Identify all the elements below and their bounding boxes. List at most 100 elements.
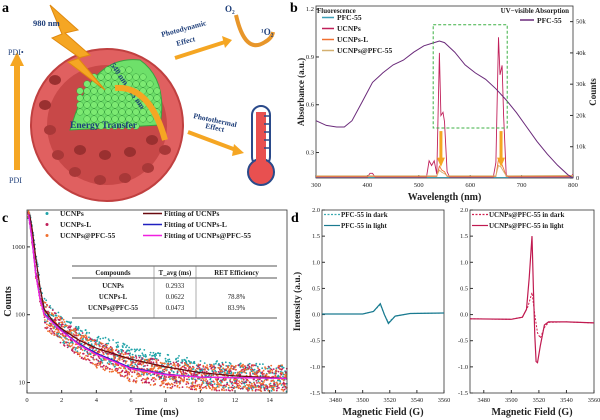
data-point (213, 368, 216, 370)
data-point (270, 364, 273, 367)
core-nanoparticle (132, 115, 140, 123)
x-tick-label: 6 (129, 397, 133, 404)
data-point (174, 384, 176, 387)
pore (94, 175, 106, 185)
energy-transfer-label: Energy Transfer (70, 121, 138, 131)
data-point (97, 364, 99, 367)
data-point (75, 334, 78, 337)
data-point (195, 373, 198, 376)
data-point (62, 325, 65, 328)
legend-label: UCNPs@PFC-55 in dark (489, 211, 564, 219)
data-point (81, 349, 84, 351)
data-point (171, 383, 174, 386)
x-tick-label: 12 (232, 397, 239, 404)
data-point (140, 375, 142, 377)
data-point (278, 387, 280, 389)
data-point (117, 349, 120, 352)
data-point (240, 370, 243, 373)
series-line-ucnps (316, 37, 574, 178)
data-point (48, 306, 51, 309)
data-point (214, 362, 217, 365)
data-point (240, 382, 243, 385)
data-point (117, 351, 120, 353)
data-point (272, 368, 275, 370)
data-point (227, 371, 230, 374)
data-point (197, 364, 200, 367)
series-line-ucnps-pfc-55 (316, 164, 574, 177)
epr-line (469, 236, 595, 364)
data-point (66, 346, 69, 349)
data-point (64, 335, 67, 338)
data-point (143, 349, 146, 351)
data-point (242, 378, 245, 381)
data-point (251, 368, 254, 371)
data-point (239, 385, 242, 388)
data-point (131, 371, 134, 374)
data-point (220, 370, 223, 372)
data-point (235, 364, 237, 367)
data-point (150, 367, 153, 370)
data-point (72, 333, 75, 336)
data-point (248, 381, 251, 384)
data-point (279, 380, 282, 383)
data-point (90, 343, 93, 346)
data-point (257, 389, 259, 391)
core-nanoparticle (111, 108, 119, 116)
data-point (158, 378, 161, 380)
data-point (230, 371, 233, 374)
data-point (229, 370, 232, 372)
data-point (53, 332, 56, 335)
data-point (133, 370, 136, 373)
pore (124, 147, 136, 157)
oxygen-label: O₂ (225, 4, 235, 14)
core-nanoparticle (118, 94, 126, 102)
data-point (170, 368, 172, 371)
data-point (255, 386, 257, 388)
data-point (233, 386, 236, 389)
core-nanoparticle (118, 73, 126, 81)
pore (99, 150, 111, 160)
data-point (178, 376, 180, 379)
data-point (227, 365, 230, 368)
data-point (171, 377, 174, 380)
data-point (95, 343, 98, 346)
x-tick-label: 800 (568, 182, 578, 189)
data-point (200, 385, 202, 388)
data-point (225, 368, 228, 370)
data-point (63, 342, 66, 345)
data-point (155, 359, 158, 361)
data-point (111, 368, 113, 371)
data-point (167, 354, 170, 356)
data-point (199, 387, 202, 389)
data-point (277, 370, 280, 373)
data-point (115, 348, 118, 351)
data-point (177, 360, 180, 362)
emission-arrow (114, 84, 168, 141)
data-point (252, 386, 255, 389)
y-tick-label: 0.0 (312, 312, 320, 319)
x-tick-label: 14 (266, 397, 273, 404)
core-nanoparticle (104, 115, 112, 123)
data-point (83, 356, 86, 359)
core-nanoparticle (90, 94, 98, 102)
data-point (48, 312, 50, 315)
legend-marker (45, 234, 49, 237)
core-nanoparticle (76, 94, 84, 102)
x-tick-label: 2 (60, 397, 63, 404)
data-point (176, 384, 179, 387)
data-point (131, 375, 133, 378)
data-point (273, 381, 276, 384)
core-nanoparticle (125, 115, 133, 123)
table-cell: UCNPs@PFC-55 (88, 305, 139, 312)
core-nanoparticle (111, 122, 119, 130)
data-point (181, 360, 184, 363)
data-point (129, 370, 132, 372)
data-point (114, 365, 116, 368)
data-point (273, 385, 276, 388)
data-point (177, 357, 179, 359)
data-point (128, 346, 131, 349)
data-point (51, 325, 54, 327)
data-point (154, 369, 157, 372)
data-point (50, 332, 52, 335)
